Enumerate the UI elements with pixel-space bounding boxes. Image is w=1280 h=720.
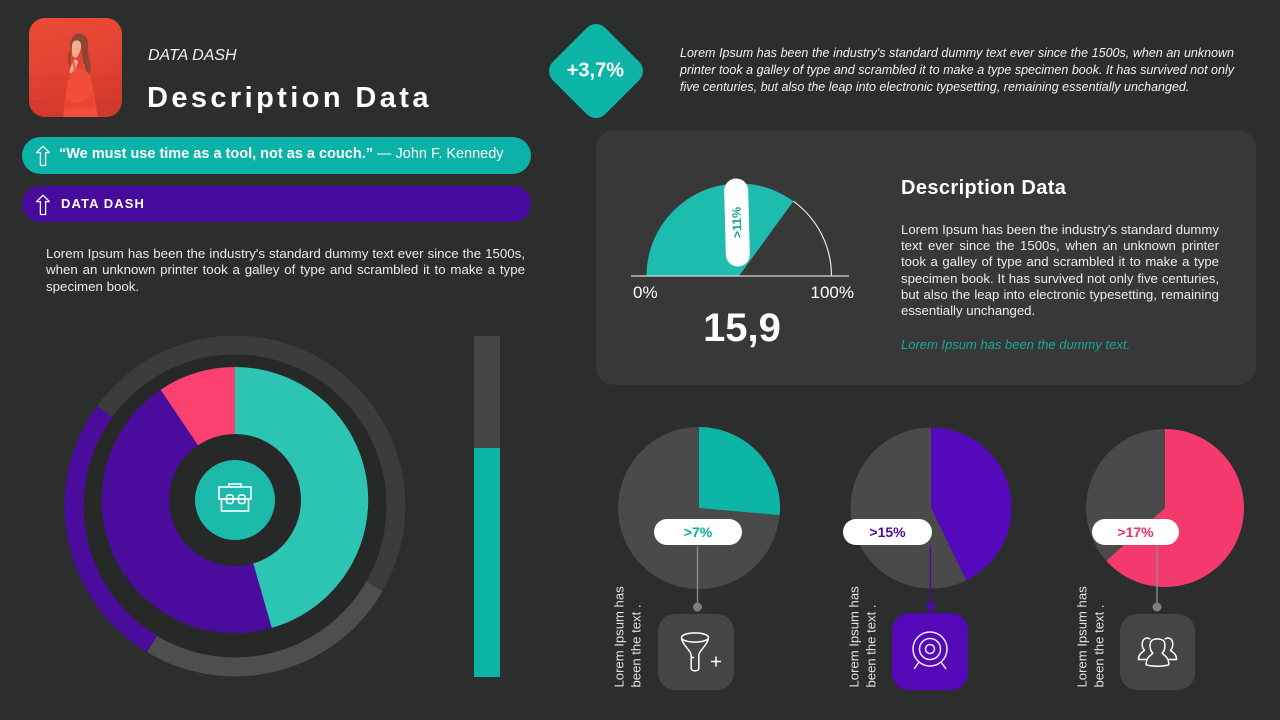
svg-text:>11%: >11% — [730, 207, 745, 239]
